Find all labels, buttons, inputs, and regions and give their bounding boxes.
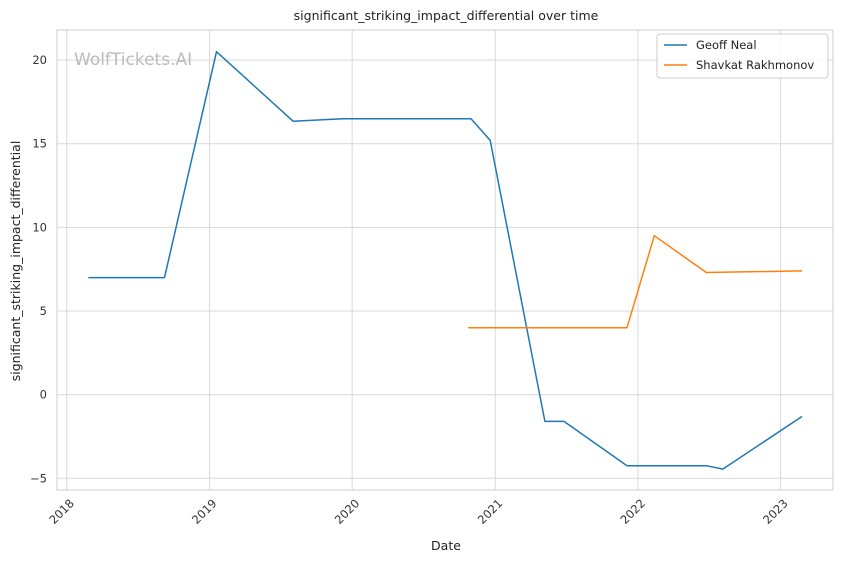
y-tick-label: 5: [40, 304, 47, 318]
y-tick-label: 20: [32, 53, 47, 67]
y-tick-label: 10: [32, 220, 47, 234]
chart-title: significant_striking_impact_differential…: [294, 8, 599, 23]
legend-label: Geoff Neal: [696, 38, 757, 52]
y-tick-label: −5: [30, 471, 47, 485]
y-tick-label: 0: [40, 388, 47, 402]
legend-label: Shavkat Rakhmonov: [696, 58, 814, 72]
y-axis-title: significant_striking_impact_differential: [8, 141, 23, 382]
series-line-shavkat-rakhmonov: [468, 234, 803, 329]
legend: Geoff Neal Shavkat Rakhmonov: [656, 33, 829, 79]
watermark: WolfTickets.AI: [74, 50, 192, 70]
grid: [57, 30, 833, 490]
plot-frame: [56, 29, 834, 491]
legend-box: [656, 33, 829, 79]
series-line-geoff-neal: [88, 50, 803, 470]
x-axis-title: Date: [431, 538, 461, 553]
y-tick-label: 15: [32, 137, 47, 151]
series-lines: [88, 50, 803, 470]
